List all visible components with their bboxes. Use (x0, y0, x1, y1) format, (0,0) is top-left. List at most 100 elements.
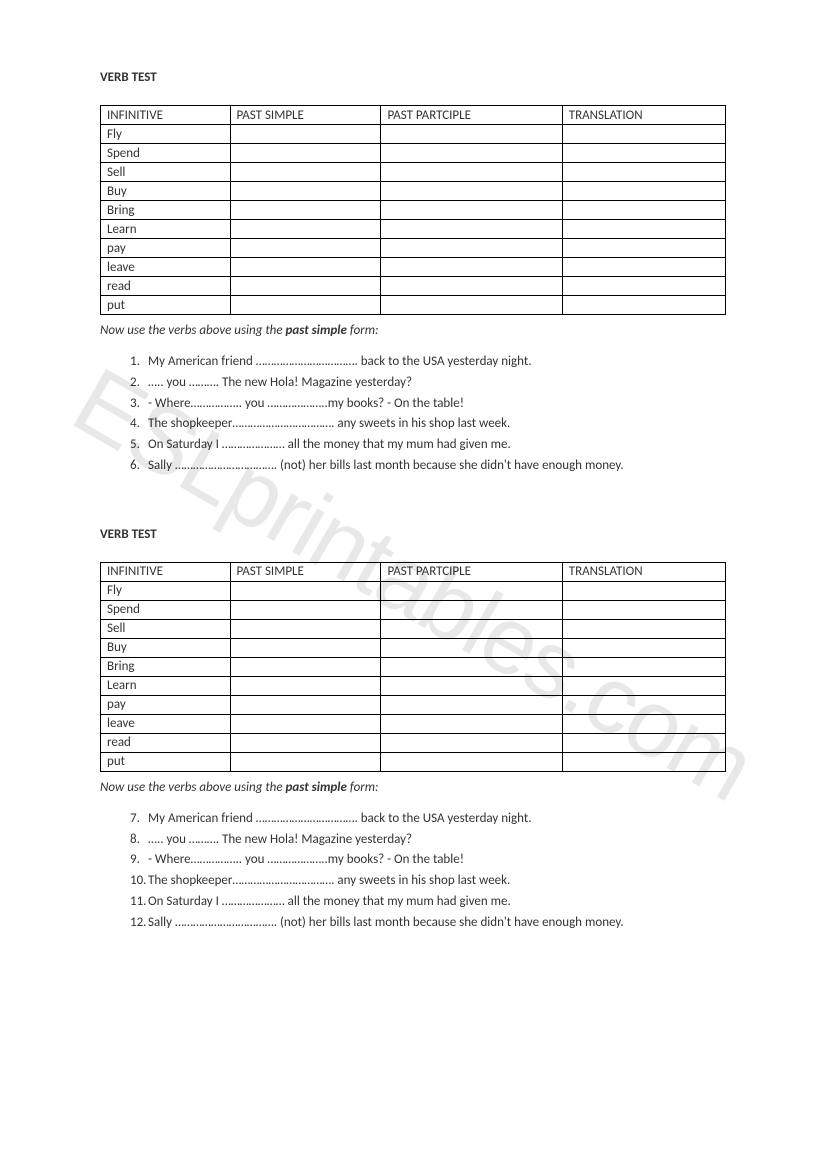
table-cell[interactable] (562, 676, 725, 695)
table-cell[interactable] (230, 258, 381, 277)
table-cell[interactable] (381, 125, 562, 144)
question-number: 3. (130, 394, 148, 415)
table-row: leave (101, 258, 726, 277)
table-cell[interactable] (562, 125, 725, 144)
question-item: 5.On Saturday I ………………… all the money th… (130, 435, 726, 456)
question-item: 8.….. you ………. The new Hola! Magazine ye… (130, 830, 726, 851)
table-cell[interactable] (562, 714, 725, 733)
table-cell[interactable] (230, 638, 381, 657)
table-cell: pay (101, 239, 231, 258)
table-cell[interactable] (230, 676, 381, 695)
table-cell[interactable] (562, 201, 725, 220)
question-text: My American friend ……………………………. back to … (148, 811, 532, 826)
table-cell[interactable] (381, 239, 562, 258)
table-cell[interactable] (381, 676, 562, 695)
question-number: 11. (130, 892, 148, 913)
table-cell[interactable] (230, 182, 381, 201)
table-cell[interactable] (230, 296, 381, 315)
table-cell[interactable] (562, 296, 725, 315)
table-cell[interactable] (562, 581, 725, 600)
table-cell[interactable] (562, 258, 725, 277)
question-text: ….. you ………. The new Hola! Magazine yest… (148, 375, 412, 390)
question-number: 2. (130, 373, 148, 394)
table-cell: Buy (101, 182, 231, 201)
table-cell: Sell (101, 619, 231, 638)
table-cell[interactable] (381, 600, 562, 619)
table-cell[interactable] (381, 220, 562, 239)
table-row: put (101, 752, 726, 771)
table-cell[interactable] (230, 144, 381, 163)
table-cell: Bring (101, 201, 231, 220)
table-header: TRANSLATION (562, 106, 725, 125)
question-text: On Saturday I ………………… all the money that… (148, 437, 511, 452)
table-cell[interactable] (562, 638, 725, 657)
table-cell[interactable] (381, 733, 562, 752)
table-cell[interactable] (230, 239, 381, 258)
table-cell[interactable] (381, 163, 562, 182)
question-text: - Where…………….. you ………………..my books? - O… (148, 396, 464, 411)
table-row: Fly (101, 125, 726, 144)
table-cell[interactable] (562, 600, 725, 619)
table-cell: leave (101, 714, 231, 733)
table-cell[interactable] (381, 296, 562, 315)
instruction-suffix: form: (347, 780, 379, 795)
table-cell[interactable] (381, 144, 562, 163)
table-row: Sell (101, 619, 726, 638)
question-number: 10. (130, 871, 148, 892)
table-cell[interactable] (562, 695, 725, 714)
table-row: read (101, 277, 726, 296)
table-cell[interactable] (381, 581, 562, 600)
table-cell[interactable] (562, 277, 725, 296)
table-cell[interactable] (230, 201, 381, 220)
table-cell[interactable] (562, 733, 725, 752)
table-cell[interactable] (562, 239, 725, 258)
table-row: leave (101, 714, 726, 733)
table-cell[interactable] (562, 163, 725, 182)
instruction-text: Now use the verbs above using the past s… (100, 323, 726, 338)
table-cell[interactable] (381, 258, 562, 277)
table-cell[interactable] (381, 752, 562, 771)
table-cell[interactable] (381, 619, 562, 638)
table-row: Learn (101, 220, 726, 239)
table-cell[interactable] (230, 163, 381, 182)
table-cell[interactable] (381, 657, 562, 676)
question-number: 5. (130, 435, 148, 456)
table-cell[interactable] (381, 182, 562, 201)
table-cell[interactable] (562, 619, 725, 638)
instruction-prefix: Now use the verbs above using the (100, 323, 286, 338)
table-cell[interactable] (381, 277, 562, 296)
table-cell[interactable] (230, 125, 381, 144)
question-number: 12. (130, 913, 148, 934)
table-cell[interactable] (230, 752, 381, 771)
table-cell[interactable] (230, 695, 381, 714)
table-cell[interactable] (381, 638, 562, 657)
table-cell[interactable] (230, 581, 381, 600)
table-cell[interactable] (381, 695, 562, 714)
question-text: On Saturday I ………………… all the money that… (148, 894, 511, 909)
table-row: put (101, 296, 726, 315)
table-row: Learn (101, 676, 726, 695)
table-cell[interactable] (230, 277, 381, 296)
table-cell[interactable] (381, 201, 562, 220)
table-cell[interactable] (230, 733, 381, 752)
table-row: Bring (101, 657, 726, 676)
table-cell[interactable] (381, 714, 562, 733)
question-text: My American friend ……………………………. back to … (148, 354, 532, 369)
instruction-prefix: Now use the verbs above using the (100, 780, 286, 795)
question-list: 7.My American friend ……………………………. back t… (100, 809, 726, 934)
table-cell[interactable] (230, 600, 381, 619)
table-cell[interactable] (230, 714, 381, 733)
table-cell[interactable] (562, 657, 725, 676)
table-cell: Learn (101, 220, 231, 239)
table-cell[interactable] (230, 657, 381, 676)
table-cell[interactable] (230, 220, 381, 239)
question-item: 9.- Where…………….. you ………………..my books? -… (130, 850, 726, 871)
table-cell[interactable] (562, 220, 725, 239)
table-cell[interactable] (562, 752, 725, 771)
table-cell[interactable] (562, 144, 725, 163)
table-row: Sell (101, 163, 726, 182)
table-cell[interactable] (230, 619, 381, 638)
table-cell[interactable] (562, 182, 725, 201)
table-cell: put (101, 752, 231, 771)
verb-table: INFINITIVEPAST SIMPLEPAST PARTCIPLETRANS… (100, 105, 726, 315)
